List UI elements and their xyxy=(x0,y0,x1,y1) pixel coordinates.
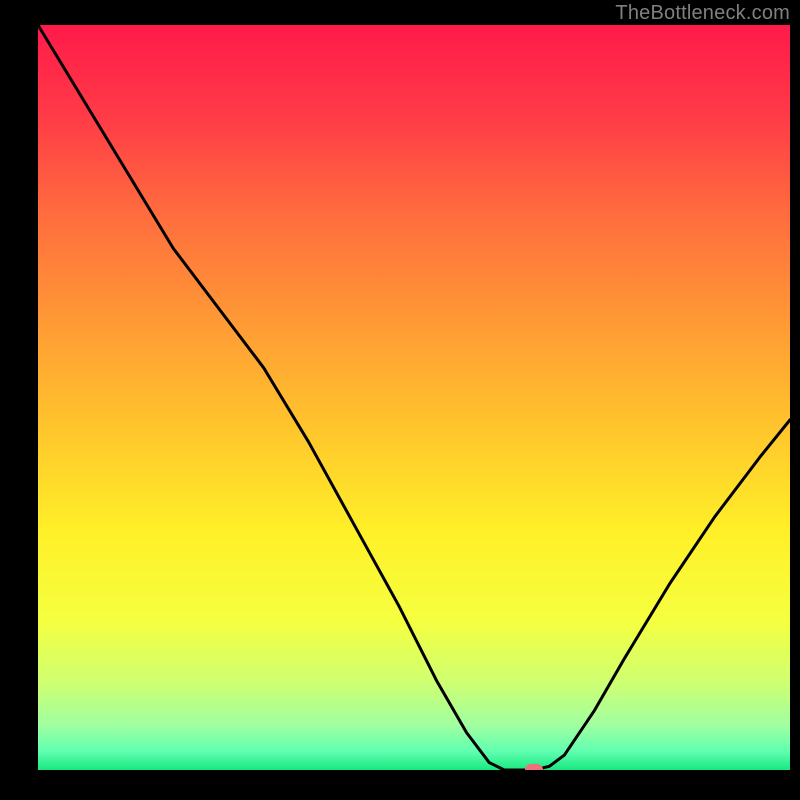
watermark-text: TheBottleneck.com xyxy=(615,2,790,25)
chart-container: TheBottleneck.com xyxy=(0,0,800,800)
gradient-background xyxy=(38,25,790,770)
optimal-marker xyxy=(525,764,543,770)
bottleneck-curve xyxy=(38,25,790,770)
plot-area xyxy=(38,25,790,770)
